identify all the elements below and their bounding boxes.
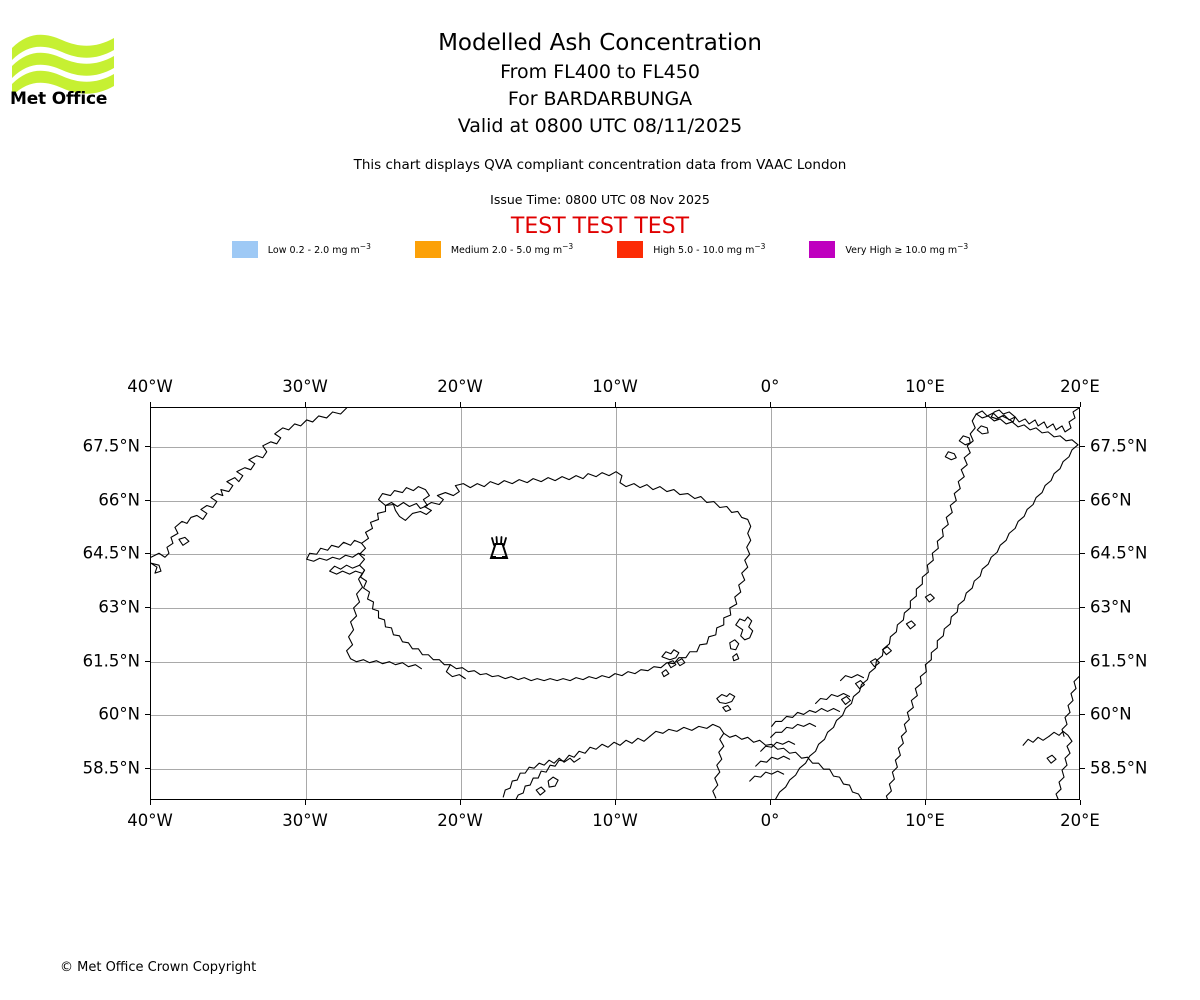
axis-label-lon-top: 20°W [437, 377, 483, 396]
tick-lat [1080, 660, 1085, 662]
chart-title-block: Modelled Ash Concentration From FL400 to… [0, 28, 1200, 140]
gridline-lat [151, 768, 1079, 770]
issue-time: Issue Time: 0800 UTC 08 Nov 2025 [490, 192, 710, 207]
tick-lon [1080, 402, 1081, 407]
legend-swatch-low [231, 241, 258, 258]
axis-label-lat-left: 66°N [98, 490, 140, 510]
gridline-lat [151, 447, 1079, 449]
met-office-logo [10, 26, 120, 106]
legend-swatch-very-high [809, 241, 836, 258]
axis-label-lat-left: 67.5°N [82, 436, 140, 456]
gridline-lon [616, 408, 617, 799]
tick-lon [460, 800, 461, 805]
tick-lon [150, 402, 151, 407]
legend-label-high: High 5.0 - 10.0 mg m−3 [653, 242, 766, 257]
axis-label-lat-left: 64.5°N [82, 543, 140, 563]
gridline-lat [151, 554, 1079, 556]
axis-label-lon-top: 30°W [282, 377, 328, 396]
tick-lat [145, 607, 150, 609]
concentration-legend: Low 0.2 - 2.0 mg m−3 Medium 2.0 - 5.0 mg … [0, 241, 1200, 258]
legend-swatch-medium [414, 241, 441, 258]
axis-label-lon-bot: 40°W [127, 811, 173, 830]
axis-label-lon-top: 20°E [1060, 377, 1100, 396]
axis-label-lon-bot: 30°W [282, 811, 328, 830]
qva-subtitle: This chart displays QVA compliant concen… [353, 157, 847, 173]
axis-label-lon-bot: 10°W [592, 811, 638, 830]
flight-level-line: From FL400 to FL450 [500, 61, 700, 83]
axis-label-lat-right: 67.5°N [1090, 436, 1148, 456]
axis-label-lat-right: 63°N [1090, 597, 1132, 617]
axis-label-lon-bot: 10°E [905, 811, 945, 830]
axis-label-lon-top: 10°W [592, 377, 638, 396]
tick-lon [615, 402, 616, 407]
axis-label-lon-top: 0° [760, 377, 780, 396]
tick-lat [1080, 499, 1085, 501]
tick-lat [145, 446, 150, 448]
legend-item-low: Low 0.2 - 2.0 mg m−3 [231, 241, 371, 258]
copyright-notice: © Met Office Crown Copyright [60, 960, 257, 975]
tick-lon [770, 402, 771, 407]
tick-lat [145, 553, 150, 555]
tick-lon [615, 800, 616, 805]
tick-lat [1080, 553, 1085, 555]
axis-label-lon-bot: 0° [760, 811, 780, 830]
valid-time-line: Valid at 0800 UTC 08/11/2025 [457, 115, 743, 137]
tick-lon [1080, 800, 1081, 805]
gridline-lat [151, 608, 1079, 610]
tick-lat [1080, 767, 1085, 769]
tick-lat [145, 660, 150, 662]
axis-label-lat-right: 66°N [1090, 490, 1132, 510]
axis-label-lon-top: 10°E [905, 377, 945, 396]
axis-label-lon-top: 40°W [127, 377, 173, 396]
tick-lat [1080, 714, 1085, 716]
tick-lon [925, 800, 926, 805]
met-office-wordmark: Met Office [10, 89, 108, 109]
tick-lat [1080, 446, 1085, 448]
axis-label-lon-bot: 20°E [1060, 811, 1100, 830]
axis-label-lat-right: 61.5°N [1090, 651, 1148, 671]
page-title: Modelled Ash Concentration [438, 30, 762, 56]
tick-lon [150, 800, 151, 805]
legend-item-very-high: Very High ≥ 10.0 mg m−3 [809, 241, 968, 258]
coastlines [151, 408, 1079, 799]
tick-lat [145, 767, 150, 769]
gridline-lat [151, 661, 1079, 663]
legend-item-high: High 5.0 - 10.0 mg m−3 [617, 241, 765, 258]
tick-lon [460, 402, 461, 407]
legend-item-medium: Medium 2.0 - 5.0 mg m−3 [414, 241, 574, 258]
volcano-marker-bardarbunga [487, 536, 511, 566]
tick-lat [1080, 607, 1085, 609]
gridline-lon [461, 408, 462, 799]
volcano-name-line: For BARDARBUNGA [507, 88, 693, 110]
axis-label-lon-bot: 20°W [437, 811, 483, 830]
map-frame [150, 407, 1080, 800]
axis-label-lat-left: 58.5°N [82, 758, 140, 778]
gridline-lon [306, 408, 307, 799]
legend-label-medium: Medium 2.0 - 5.0 mg m−3 [450, 242, 574, 257]
legend-swatch-high [617, 241, 644, 258]
axis-label-lat-right: 58.5°N [1090, 758, 1148, 778]
axis-label-lat-right: 60°N [1090, 704, 1132, 724]
map-panel: 40°W 40°W 30°W 30°W 20°W 20°W 10°W 10°W 0° 0° 10°E… [83, 377, 1148, 830]
tick-lon [770, 800, 771, 805]
axis-label-lat-left: 60°N [98, 704, 140, 724]
gridline-lat [151, 715, 1079, 717]
tick-lat [145, 714, 150, 716]
axis-label-lat-left: 61.5°N [82, 651, 140, 671]
axis-label-lat-right: 64.5°N [1090, 543, 1148, 563]
axis-label-lat-left: 63°N [98, 597, 140, 617]
tick-lon [305, 402, 306, 407]
legend-label-low: Low 0.2 - 2.0 mg m−3 [267, 242, 371, 257]
gridline-lon [771, 408, 772, 799]
tick-lon [305, 800, 306, 805]
tick-lon [925, 402, 926, 407]
legend-label-very-high: Very High ≥ 10.0 mg m−3 [845, 242, 969, 257]
gridline-lat [151, 500, 1079, 502]
test-banner: TEST TEST TEST [510, 214, 690, 239]
tick-lat [145, 499, 150, 501]
gridline-lon [926, 408, 927, 799]
